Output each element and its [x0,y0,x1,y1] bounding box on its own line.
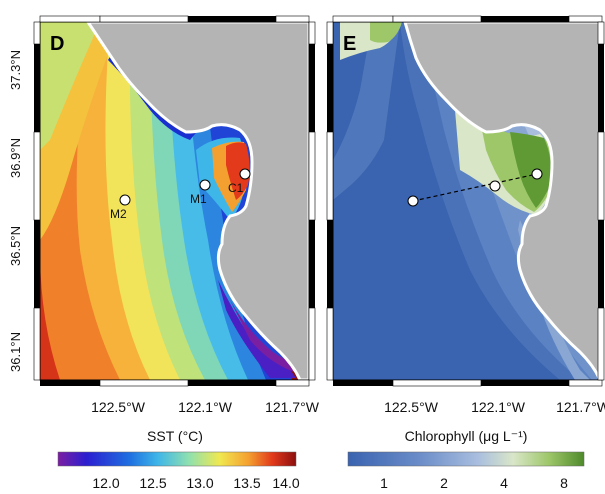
chl-map-panel [333,22,602,380]
chl-colorbar-tick: 8 [560,475,568,491]
chl-station-marker-m1 [489,180,501,192]
y-axis-labels: 37.3°N 36.9°N 36.5°N 36.1°N [8,50,23,372]
sst-colorbar-tick: 12.5 [139,475,166,491]
x-tick-label: 121.7°W [265,399,320,415]
y-tick-label: 36.9°N [8,138,23,178]
chl-colorbar-title: Chlorophyll (μg L⁻¹) [405,428,528,444]
x-tick-label: 122.5°W [384,399,439,415]
x-tick-label: 122.5°W [91,399,146,415]
station-label-m1: M1 [190,192,207,206]
x-tick-label: 122.1°W [178,399,233,415]
station-label-c1: C1 [228,181,244,195]
chl-colorbar: Chlorophyll (μg L⁻¹) 1 2 4 8 [347,428,585,491]
chl-panel-letter: E [343,33,356,55]
station-marker-m1 [199,179,211,191]
sst-panel-letter: D [50,33,64,55]
x-tick-label: 122.1°W [471,399,526,415]
y-tick-label: 36.5°N [8,226,23,266]
chl-band [510,132,552,208]
x-tick-label: 121.7°W [556,399,605,415]
sst-colorbar-tick: 14.0 [272,475,299,491]
station-label-m2: M2 [110,207,127,221]
sst-frame-ticks [33,15,316,387]
sst-colorbar: SST (°C) 12.0 12.5 13.0 13.5 14.0 [57,428,300,491]
chl-transect-line [412,173,538,202]
chl-colorbar-tick: 1 [380,475,388,491]
chl-station-marker-m2 [407,195,419,207]
chl-station-marker-c1 [531,168,543,180]
chl-band [370,22,402,43]
sst-colorbar-tick: 12.0 [92,475,119,491]
y-tick-label: 37.3°N [8,50,23,90]
x-axis-labels-e: 122.5°W 122.1°W 121.7°W [384,399,605,415]
chl-band [333,22,400,200]
sst-bay-warm [226,142,250,200]
chl-colorbar-tick: 2 [440,475,448,491]
sst-land [86,22,309,380]
sst-colorbar-bar [57,451,297,467]
chl-land [403,22,602,380]
station-marker-c1 [239,168,251,180]
x-axis-labels-d: 122.5°W 122.1°W 121.7°W [91,399,320,415]
station-marker-m2 [119,194,131,206]
chl-frame-ticks [326,15,605,387]
sst-map-panel [40,22,309,380]
chl-colorbar-tick: 4 [500,475,508,491]
y-tick-label: 36.1°N [8,332,23,372]
sst-band [40,22,100,150]
sst-colorbar-title: SST (°C) [147,428,203,444]
sst-cold-core [230,300,294,372]
sst-stations: M2 M1 C1 [110,168,251,221]
sst-colorbar-tick: 13.5 [233,475,260,491]
chl-colorbar-bar [347,451,585,467]
sst-colorbar-tick: 13.0 [186,475,213,491]
